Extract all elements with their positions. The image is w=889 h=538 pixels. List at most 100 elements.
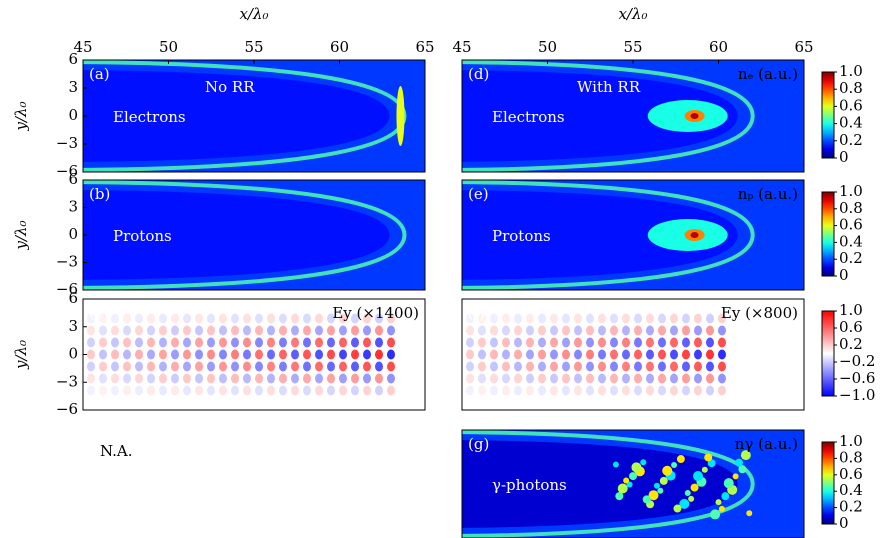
field-blob [694, 313, 702, 324]
field-blob [375, 373, 383, 384]
y-tick-label: 0 [68, 106, 78, 124]
field-blob [135, 349, 143, 360]
field-blob [466, 385, 474, 396]
field-blob [171, 373, 179, 384]
field-blob [327, 313, 335, 324]
cavity [462, 190, 738, 280]
y-tick-label: 0 [68, 345, 78, 363]
field-blob [375, 325, 383, 336]
cavity [83, 70, 390, 162]
photon-spot [657, 487, 664, 494]
photon-spot [623, 477, 630, 484]
shell [462, 430, 755, 538]
field-blob [123, 349, 131, 360]
field-blob [670, 349, 678, 360]
field-blob [219, 349, 227, 360]
heatmap [83, 299, 425, 410]
field-blob [291, 337, 299, 348]
field-blob [315, 373, 323, 384]
panel-label: (c) [89, 304, 109, 322]
colorbar-tick-label: −0.6 [839, 369, 875, 387]
field-blob [646, 325, 654, 336]
colorbar-tick-label: 0 [839, 514, 849, 532]
field-blob [706, 385, 714, 396]
field-blob [255, 349, 263, 360]
field-blob [610, 361, 618, 372]
field-blob [147, 337, 155, 348]
colorbar-tick-label: 0.8 [839, 79, 863, 97]
field-blob [99, 373, 107, 384]
field-blob [111, 373, 119, 384]
field-blob [387, 313, 395, 324]
field-blob [682, 337, 690, 348]
field-blob [195, 349, 203, 360]
annotation: Protons [492, 227, 551, 245]
panel-label: (e) [468, 185, 489, 203]
x-tick-label: 60 [709, 38, 728, 56]
photon-spot [617, 483, 628, 494]
photon-spot [684, 490, 691, 497]
field-blob [351, 385, 359, 396]
field-blob [694, 349, 702, 360]
field-blob [375, 349, 383, 360]
colorbar-tick-label: 0 [839, 148, 849, 166]
field-blob [562, 385, 570, 396]
y-tick-label: 6 [68, 170, 78, 188]
field-blob [502, 337, 510, 348]
field-blob [315, 349, 323, 360]
field-blob [243, 349, 251, 360]
field-blob [147, 361, 155, 372]
field-blob [562, 373, 570, 384]
field-blob [706, 313, 714, 324]
field-blob [327, 349, 335, 360]
colorbar-tick-label: 0.2 [839, 335, 863, 353]
field-blob [279, 337, 287, 348]
field-blob [363, 385, 371, 396]
colorbar [821, 441, 835, 525]
field-blob [159, 313, 167, 324]
field-blob [574, 349, 582, 360]
field-blob [387, 337, 395, 348]
field-blob [207, 361, 215, 372]
field-blob [267, 325, 275, 336]
field-blob [339, 385, 347, 396]
field-blob [147, 313, 155, 324]
field-blob [231, 337, 239, 348]
field-blob [550, 373, 558, 384]
field-blob [634, 337, 642, 348]
field-blob [387, 361, 395, 372]
field-blob [183, 361, 191, 372]
field-blob [514, 361, 522, 372]
field-blob [502, 385, 510, 396]
field-blob [670, 325, 678, 336]
field-blob [706, 337, 714, 348]
field-blob [622, 325, 630, 336]
field-blob [502, 361, 510, 372]
field-blob [147, 385, 155, 396]
field-blob [610, 349, 618, 360]
field-blob [466, 361, 474, 372]
field-blob [363, 373, 371, 384]
field-blob [315, 385, 323, 396]
field-blob [550, 337, 558, 348]
annotation: Ey (×800) [721, 304, 798, 322]
photon-spot [735, 458, 744, 467]
field-blob [303, 325, 311, 336]
field-blob [622, 349, 630, 360]
field-blob [171, 349, 179, 360]
photon-spot [648, 490, 659, 501]
colorbar-tick-label: 0.6 [839, 465, 863, 483]
field-blob [195, 385, 203, 396]
x-tick-label: 60 [330, 38, 349, 56]
panel: (e) Protons nₚ (a.u.) 1.00.80.60.40.20 [461, 179, 863, 291]
field-blob [574, 313, 582, 324]
field-blob [658, 337, 666, 348]
annotation: With RR [577, 78, 641, 96]
field-blob [718, 349, 726, 360]
field-blob [634, 349, 642, 360]
field-blob [219, 385, 227, 396]
field-blob [99, 385, 107, 396]
field-blob [490, 349, 498, 360]
photon-spot [653, 482, 660, 489]
field-blob [87, 325, 95, 336]
